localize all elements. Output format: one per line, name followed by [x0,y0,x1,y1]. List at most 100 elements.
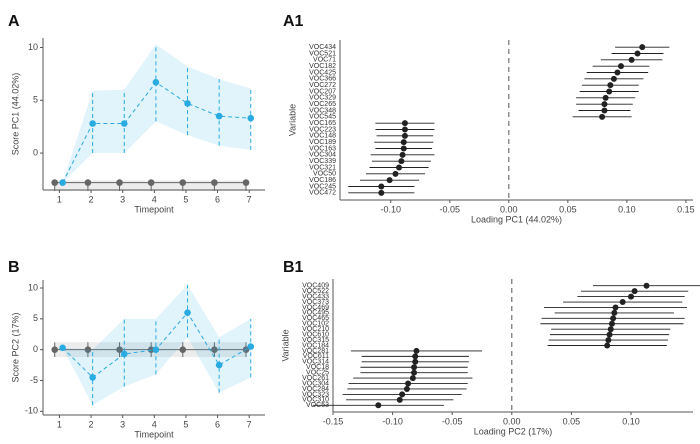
x-axis-label: Timepoint [134,429,174,439]
dot [612,304,619,311]
x-tick-label: 4 [152,419,157,429]
dot [401,120,408,127]
point [51,179,59,186]
category-label: VOC25 [306,370,329,377]
category-label: VOC339 [309,158,336,165]
dot [392,170,399,177]
dot [610,75,617,82]
category-label: VOC245 [309,183,336,190]
category-label: VOC321 [309,164,336,171]
x-tick-label: -0.10 [381,204,402,214]
dot [631,288,638,295]
category-label: VOC522 [302,288,329,295]
point [215,361,223,369]
x-tick-label: 6 [215,194,220,204]
category-label: VOC495 [302,310,329,317]
x-tick-label: 2 [89,194,94,204]
x-tick-label: -0.10 [382,416,403,426]
x-tick-label: 0.10 [622,416,640,426]
x-tick-label: 0.10 [618,204,636,214]
dot [378,183,385,190]
dot [634,50,641,57]
y-tick-label: 5 [33,95,38,105]
dot [412,358,419,365]
y-tick-label: 10 [28,42,38,52]
dot [411,364,418,371]
category-label: VOC18 [306,364,329,371]
category-label: VOC165 [309,120,336,127]
point [215,112,223,120]
dot [610,315,617,322]
category-label: VOC373 [302,299,329,306]
point [152,79,160,86]
x-tick-label: 0.00 [500,204,518,214]
category-label: VOC315 [302,337,329,344]
dot [396,164,403,171]
dot [605,337,612,344]
point [179,346,187,353]
category-label: VOC366 [309,76,336,83]
y-axis-label: Score PC2 (17%) [10,312,20,382]
dot [606,331,613,338]
point [89,374,96,381]
category-label: VOC189 [309,139,336,146]
dot [611,309,618,316]
category-label: VOC329 [309,95,336,102]
x-tick-label: 0.05 [563,416,581,426]
dot [386,177,393,184]
x-tick-label: 5 [183,194,188,204]
point [116,179,123,186]
confidence-band [62,44,251,183]
x-tick-label: 0.05 [559,204,577,214]
dot [409,375,416,382]
category-label: VOC469 [302,304,329,311]
x-axis-label: Loading PC1 (44.02%) [471,214,562,224]
category-label: VOC323 [302,391,329,398]
confidence-band [62,284,251,406]
dot [602,94,609,101]
category-label: VOC186 [309,177,336,184]
dot [628,293,635,300]
point [120,350,128,358]
category-label: VOC184 [302,342,329,349]
point [51,346,59,353]
category-label: VOC465 [302,315,329,322]
dot [375,402,382,409]
point [84,179,92,186]
point [179,179,187,186]
point [84,346,92,353]
x-tick-label: 0.15 [677,204,695,214]
panel-label: B1 [283,259,304,276]
category-label: VOC310 [302,397,329,404]
dot [378,189,385,196]
panel-label: B [8,259,20,276]
y-axis-label: Score PC1 (44.02%) [10,73,20,156]
dot [401,126,408,133]
point [147,346,155,353]
dot [396,396,403,403]
x-axis-label: Timepoint [134,204,174,214]
dot [607,326,614,333]
point [242,179,250,186]
category-label: VOC304 [302,380,329,387]
category-label: VOC210 [302,326,329,333]
category-label: VOC611 [303,353,329,360]
y-tick-label: -5 [30,375,38,385]
point [59,344,66,352]
x-tick-label: 5 [183,419,188,429]
category-label: VOC265 [309,101,336,108]
category-label: VOC102 [302,321,329,328]
category-label: VOC409 [302,283,329,290]
dot [619,299,626,306]
dot [401,132,408,139]
point [152,346,160,353]
category-label: VOC284 [302,386,329,393]
dot [614,69,621,76]
y-tick-label: 0 [33,147,38,157]
y-tick-label: 10 [28,282,38,292]
point [247,114,255,122]
dot [639,44,646,51]
dot [643,282,650,289]
dot [400,139,407,146]
